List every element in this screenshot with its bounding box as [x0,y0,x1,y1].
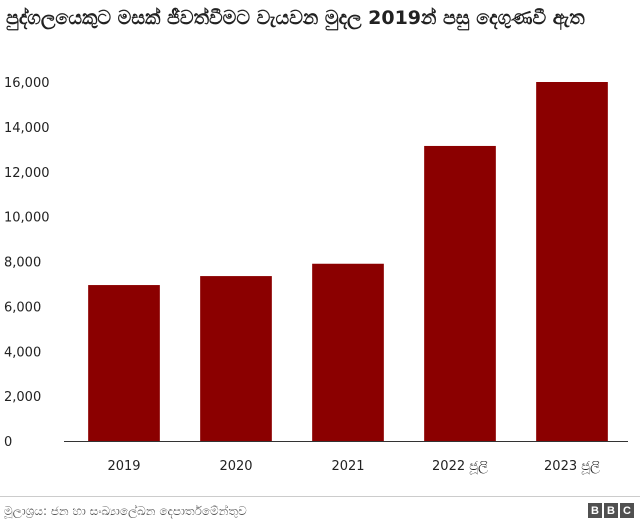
y-tick-label: 12,000 [4,166,50,181]
x-tick-label: 2019 [107,459,140,474]
logo-letter: C [620,503,634,518]
footer-divider [0,496,640,497]
x-tick-label: 2021 [331,459,364,474]
y-tick-label: 6,000 [4,300,41,315]
bar [536,82,608,441]
y-tick-label: 16,000 [4,76,50,91]
bar [312,263,384,441]
bar [88,285,160,441]
source-note: මූලාශ්‍රය: ජන හා සංඛ්‍යාලේඛන දෙපාර්තමේන්… [4,504,247,518]
bar [200,276,272,441]
y-tick-label: 2,000 [4,390,41,405]
y-tick-label: 8,000 [4,256,41,271]
bbc-logo: B B C [588,503,634,518]
bar-chart: 0 2,000 4,000 6,000 8,000 10,000 12,000 14,000 1… [4,76,628,474]
y-tick-label: 0 [4,435,12,450]
x-tick-label: 2020 [219,459,252,474]
bar [424,145,496,441]
y-tick-label: 10,000 [4,211,50,226]
x-tick-label: 2023 ජූලි [544,459,600,474]
y-tick-label: 4,000 [4,345,41,360]
x-tick-label: 2022 ජූලි [432,459,488,474]
logo-letter: B [588,503,602,518]
chart-title: පුද්ගලයෙකුට මසක් ජීවත්වීමට වැයවන මුදල 20… [6,7,585,29]
logo-letter: B [604,503,618,518]
y-tick-label: 14,000 [4,121,50,136]
